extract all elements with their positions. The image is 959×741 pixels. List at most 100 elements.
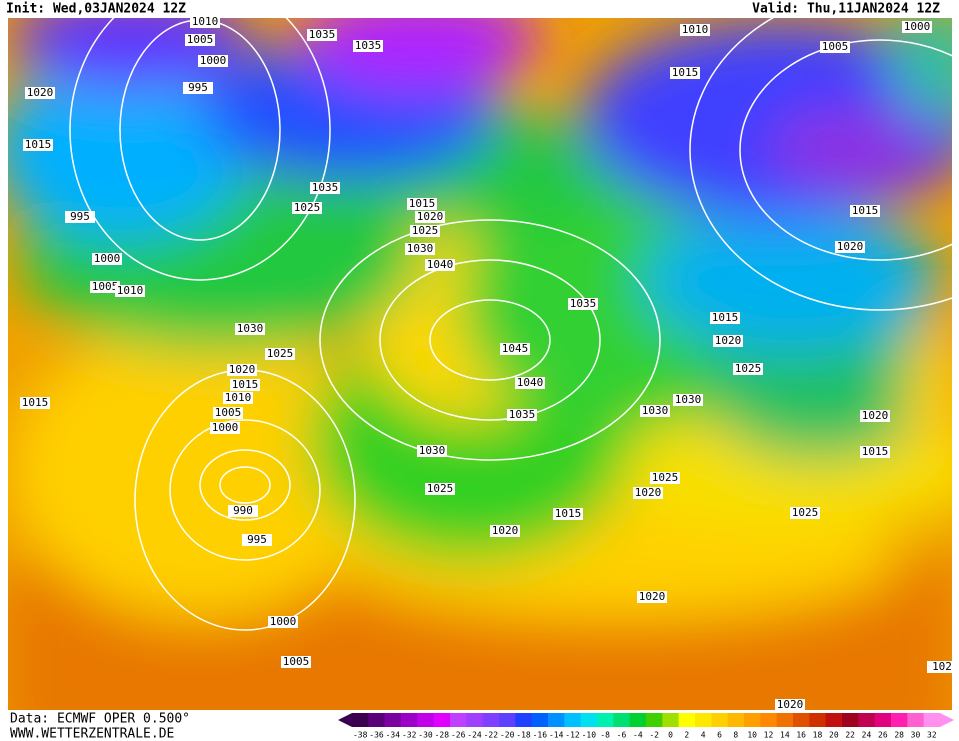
isobar-label-bg [223, 392, 253, 404]
isobar-label: 1030 [419, 444, 446, 457]
isobar-label: 1020 [862, 409, 889, 422]
colorbar-tick-label: -28 [435, 731, 450, 740]
isobar-label-bg [310, 182, 340, 194]
colorbar-tick-label: 10 [747, 731, 757, 740]
colorbar-cell [613, 713, 631, 727]
colorbar-cell [793, 713, 810, 727]
isobar-label: 1030 [675, 393, 702, 406]
isobar-label-bg [23, 139, 53, 151]
data-source: Data: ECMWF OPER 0.500° [10, 712, 190, 727]
isobar-label: 1005 [92, 280, 119, 293]
colorbar-tick-label: -6 [617, 731, 627, 740]
isobar-label: 1015 [852, 204, 879, 217]
colorbar-cell [433, 713, 451, 727]
colorbar-tick-label: 30 [911, 731, 921, 740]
isobar-label: 1020 [715, 334, 742, 347]
isobar-label: 1000 [200, 54, 227, 67]
isobar-label-bg [650, 472, 680, 484]
isobar-label-bg [733, 363, 763, 375]
isobar-label: 1020 [635, 486, 662, 499]
isobar-label: 1045 [502, 342, 529, 355]
colorbar-cell [417, 713, 435, 727]
isobar-label: 1015 [22, 396, 49, 409]
isobar-label-bg [490, 525, 520, 537]
colorbar-tick-label: -24 [467, 731, 482, 740]
isobar-label-bg [860, 446, 890, 458]
colorbar-tick-label: 28 [894, 731, 904, 740]
colorbar-cell [646, 713, 663, 727]
isobar-label-bg [680, 24, 710, 36]
isobar-label-bg [183, 82, 213, 94]
isobar-label: 1040 [517, 376, 544, 389]
colorbar-tick-label: -36 [369, 731, 384, 740]
colorbar-cell [695, 713, 712, 727]
isobar-label-bg [265, 348, 295, 360]
colorbar-tick-label: 0 [668, 731, 673, 740]
colorbar-cell [727, 713, 745, 727]
isobar-label-bg [860, 410, 890, 422]
colorbar-cell [531, 713, 549, 727]
isobar-label-bg [25, 87, 55, 99]
colorbar-cell [629, 713, 647, 727]
colorbar-tick-label: -22 [484, 731, 499, 740]
colorbar-tick-label: -26 [451, 731, 466, 740]
isobar-label-bg [115, 285, 145, 297]
isobar-label-bg [235, 323, 265, 335]
colorbar-tick-label: 6 [717, 731, 722, 740]
isobar-label-bg [425, 259, 455, 271]
colorbar-cell [711, 713, 729, 727]
colorbar-tick-label: -12 [565, 731, 580, 740]
isobar-label: 1025 [294, 201, 321, 214]
isobar-label-bg [20, 397, 50, 409]
isobar-label: 1025 [267, 347, 294, 360]
isobar-label-bg [713, 335, 743, 347]
isobar-label-bg [292, 202, 322, 214]
colorbar-cell [760, 713, 778, 727]
valid-label: Valid: Thu,11JAN2024 12Z [752, 2, 940, 17]
colorbar-tick-label: -20 [500, 731, 515, 740]
colorbar-cell [776, 713, 794, 727]
colorbar-cell [597, 713, 614, 727]
isobar-label: 1000 [212, 421, 239, 434]
colorbar-tick-label: 22 [845, 731, 855, 740]
isobar-label: 1040 [427, 258, 454, 271]
isobar-label: 1025 [427, 482, 454, 495]
isobar-label: 1005 [187, 33, 214, 46]
isobar-label: 102 [932, 660, 952, 673]
isobar-label-bg [568, 298, 598, 310]
isobars [69, 18, 952, 631]
colorbar-arrow-left [338, 713, 352, 727]
isobar-label-bg [410, 225, 440, 237]
colorbar-cell [466, 713, 484, 727]
isobar-label: 1030 [237, 322, 264, 335]
colorbar-tick-label: -2 [649, 731, 659, 740]
isobar-label-bg [407, 198, 437, 210]
colorbar-cell [384, 713, 402, 727]
isobar-label: 1025 [412, 224, 439, 237]
colorbar-cell [907, 713, 925, 727]
isobar-label-bg [281, 656, 311, 668]
colorbar-cell [842, 713, 859, 727]
isobar-label-bg [228, 505, 258, 517]
colorbar-tick-label: 26 [878, 731, 888, 740]
colorbar-tick-label: -34 [386, 731, 401, 740]
isobar-label-bg [850, 205, 880, 217]
isobar-label-bg [515, 377, 545, 389]
colorbar-cell [564, 713, 582, 727]
isobar-label-bg [775, 699, 805, 711]
isobar-label-bg [92, 253, 122, 265]
isobar-label: 1015 [712, 311, 739, 324]
colorbar-tick-label: -14 [549, 731, 564, 740]
isobar-label: 995 [247, 533, 267, 546]
isobar-label-bg [213, 407, 243, 419]
isobar-label: 1020 [837, 240, 864, 253]
colorbar-tick-label: 32 [927, 731, 937, 740]
isobar-label-bg [500, 343, 530, 355]
colorbar-cell [368, 713, 386, 727]
colorbar-tick-label: 14 [780, 731, 790, 740]
isobar-label: 1020 [417, 210, 444, 223]
colorbar-tick-label: -8 [600, 731, 610, 740]
isobar-label: 1015 [555, 507, 582, 520]
